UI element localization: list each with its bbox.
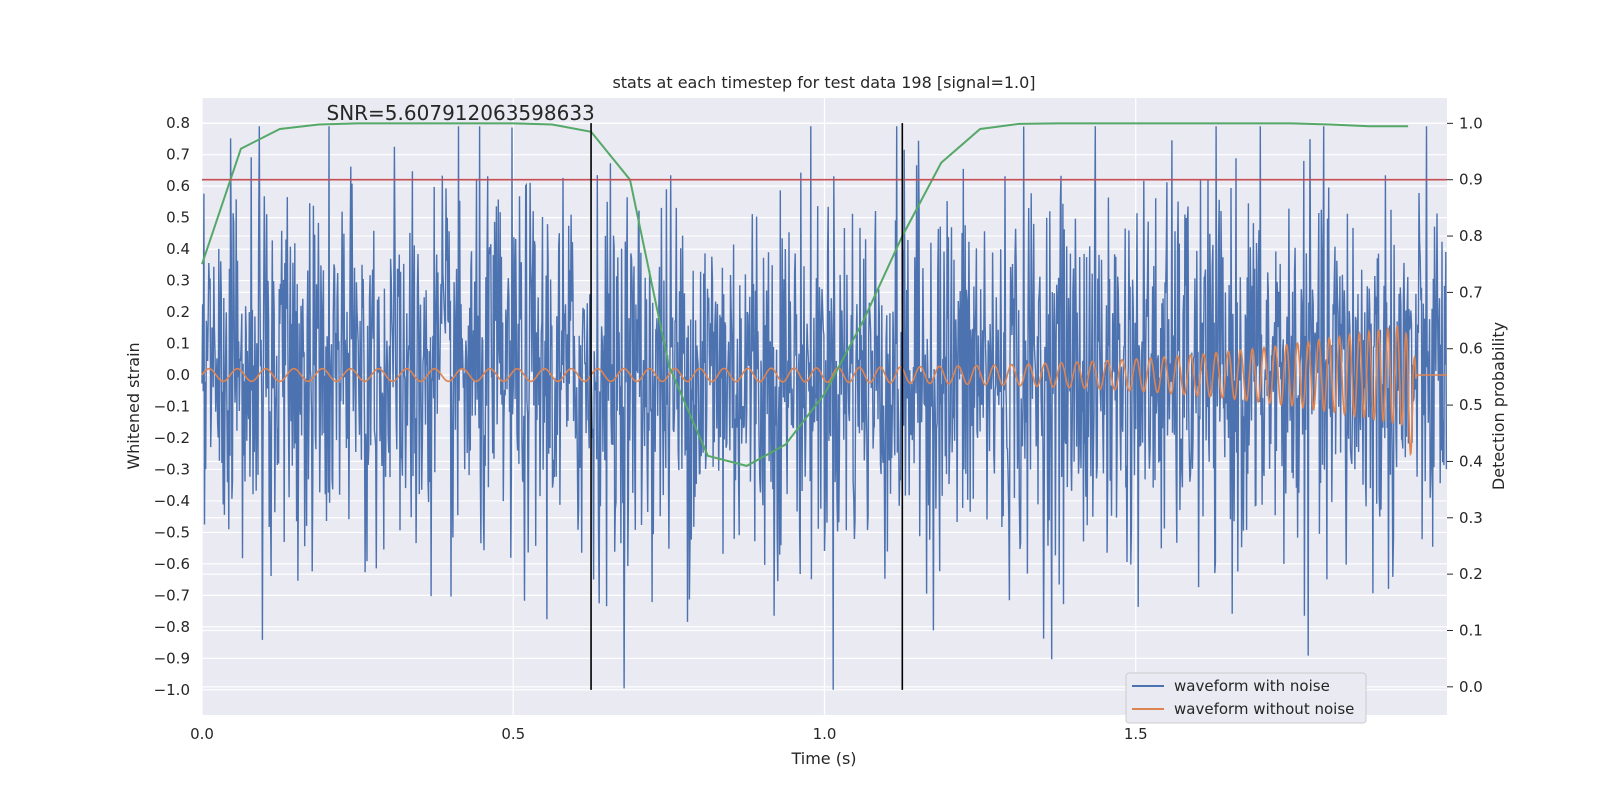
y-tick-label-right: 0.3 — [1459, 509, 1483, 527]
y-tick-label-left: −0.5 — [154, 523, 190, 541]
x-tick-label: 1.5 — [1124, 725, 1148, 743]
legend-label-clean: waveform without noise — [1174, 700, 1354, 718]
legend-label-noisy: waveform with noise — [1174, 677, 1330, 695]
x-axis-label: Time (s) — [790, 749, 856, 768]
y-tick-label-right: 0.2 — [1459, 565, 1483, 583]
legend-box — [1125, 672, 1367, 724]
y-tick-label-left: 0.4 — [166, 240, 190, 258]
y-tick-label-right: 0.1 — [1459, 621, 1483, 639]
y-tick-label-right: 0.4 — [1459, 452, 1483, 470]
chart-title: stats at each timestep for test data 198… — [612, 73, 1035, 92]
y-tick-label-left: 0.3 — [166, 272, 190, 290]
snr-annotation: SNR=5.607912063598633 — [327, 101, 595, 125]
series-layer — [201, 126, 1448, 690]
y-tick-label-right: 0.6 — [1459, 340, 1483, 358]
y-tick-label-left: −0.6 — [154, 555, 190, 573]
y-tick-label-right: 1.0 — [1459, 114, 1483, 132]
y-tick-label-left: −0.4 — [154, 492, 190, 510]
y-tick-label-left: −0.9 — [154, 649, 190, 667]
series-line-waveform-with-noise — [201, 126, 1448, 690]
y-tick-label-left: 0.2 — [166, 303, 190, 321]
overlay-layer — [201, 122, 1447, 690]
y-tick-label-left: −0.3 — [154, 460, 190, 478]
y-tick-label-left: 0.7 — [166, 146, 190, 164]
x-tick-label: 1.0 — [813, 725, 837, 743]
y-axis-label-right: Detection probability — [1489, 322, 1508, 490]
y-tick-label-right: 0.0 — [1459, 678, 1483, 696]
y-tick-label-right: 0.9 — [1459, 171, 1483, 189]
y-tick-label-left: 0.6 — [166, 177, 190, 195]
y-tick-label-right: 0.5 — [1459, 396, 1483, 414]
series-line-waveform-without-noise — [201, 325, 1447, 457]
y-axis-label-left: Whitened strain — [124, 342, 143, 469]
tick-layer: 0.0 0.5 1.0 1.5 0.8 0.7 0.6 0.5 0.4 0.3 0.2 0.1 0.0 −… — [154, 114, 1483, 743]
y-tick-label-right: 0.8 — [1459, 227, 1483, 245]
y-tick-label-left: −1.0 — [154, 681, 190, 699]
series-line-detection-probability — [201, 122, 1409, 467]
y-tick-label-left: −0.8 — [154, 618, 190, 636]
legend: waveform with noise waveform without noi… — [1125, 672, 1367, 724]
y-tick-label-left: −0.2 — [154, 429, 190, 447]
y-tick-label-right: 0.7 — [1459, 283, 1483, 301]
x-tick-label: 0.5 — [501, 725, 525, 743]
y-tick-label-left: 0.0 — [166, 366, 190, 384]
y-tick-label-left: −0.7 — [154, 586, 190, 604]
x-tick-label: 0.0 — [190, 725, 214, 743]
y-tick-label-left: 0.1 — [166, 335, 190, 353]
y-tick-label-left: 0.8 — [166, 114, 190, 132]
y-tick-label-left: 0.5 — [166, 209, 190, 227]
y-tick-label-left: −0.1 — [154, 398, 190, 416]
